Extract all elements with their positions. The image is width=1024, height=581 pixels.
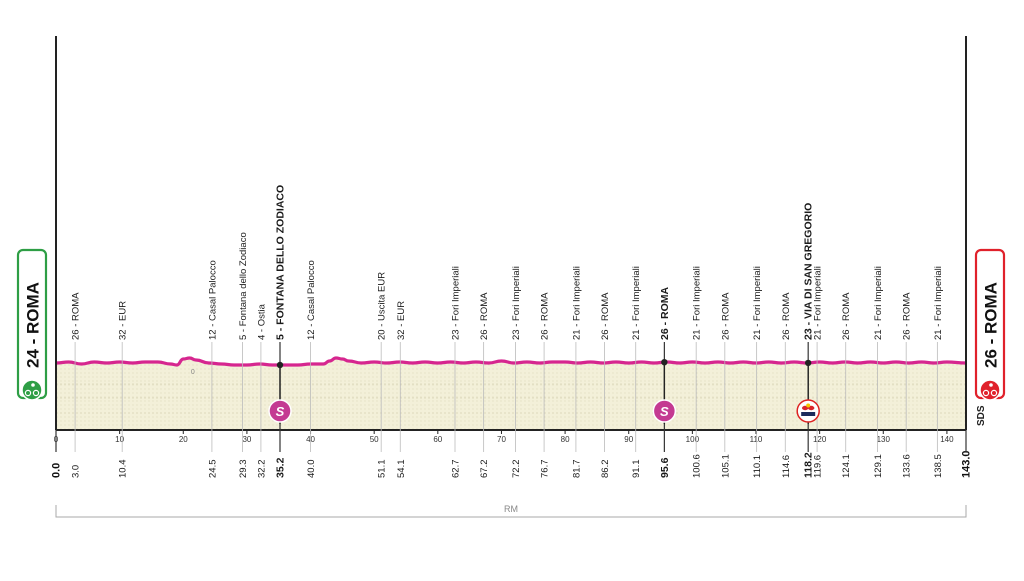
finish-km-label: 143.0 <box>961 450 973 478</box>
waypoint-label: 26 - ROMA <box>479 292 490 340</box>
x-tick-label: 20 <box>179 435 188 444</box>
waypoint-km-label: 10.4 <box>118 460 129 479</box>
waypoint-km-label: 81.7 <box>571 460 582 479</box>
x-tick-label: 100 <box>686 435 700 444</box>
waypoint-label: 26 - ROMA <box>71 292 82 340</box>
waypoint-km-label: 91.1 <box>631 460 642 479</box>
waypoint-km-label: 129.1 <box>873 454 884 478</box>
start-icon-wheel <box>32 389 40 397</box>
sprint-icon-letter: S <box>660 404 669 419</box>
x-tick-label: 120 <box>813 435 827 444</box>
marker-dot <box>661 359 668 366</box>
side-text: SDS <box>976 405 987 426</box>
start-icon <box>21 379 43 401</box>
waypoint-label: 12 - Casal Palocco <box>306 260 317 340</box>
waypoint-label: 21 - Fori Imperiali <box>873 266 884 340</box>
x-tick-label: 80 <box>561 435 570 444</box>
profile-line <box>55 356 967 367</box>
finish-icon <box>979 379 1001 401</box>
waypoint-km-label: 32.2 <box>256 460 267 479</box>
waypoint-km-label: 133.6 <box>902 454 913 478</box>
waypoint-label: 26 - ROMA <box>841 292 852 340</box>
x-tick-label: 30 <box>242 435 251 444</box>
waypoint-label: 5 - FONTANA DELLO ZODIACO <box>275 185 287 340</box>
waypoint-km-label: 76.7 <box>540 460 551 479</box>
x-tick-label: 70 <box>497 435 506 444</box>
sprint-icon <box>268 399 292 423</box>
waypoint-km-label: 124.1 <box>841 454 852 478</box>
waypoint-km-label: 110.1 <box>752 455 763 478</box>
finish-icon-wheel <box>982 389 990 397</box>
waypoint-km-label: 51.1 <box>377 460 388 479</box>
waypoint-km-label: 35.2 <box>275 457 287 478</box>
waypoint-km-label: 29.3 <box>238 460 249 479</box>
x-tick-label: 90 <box>624 435 633 444</box>
waypoint-label: 26 - ROMA <box>720 292 731 340</box>
waypoint-km-label: 105.1 <box>720 454 731 478</box>
waypoint-km-label: 95.6 <box>659 457 671 478</box>
start-icon-rider <box>31 383 35 387</box>
waypoint-km-label: 114.6 <box>781 455 792 478</box>
x-tick-label: 130 <box>877 435 891 444</box>
circuit-label: RM <box>504 504 518 514</box>
waypoint-label: 26 - ROMA <box>781 292 792 340</box>
sprint-icon <box>652 399 677 423</box>
waypoint-km-label: 118.2 <box>803 452 815 478</box>
finish-icon-rider <box>989 383 993 387</box>
x-tick-label: 60 <box>433 435 442 444</box>
x-tick-label: 50 <box>370 435 379 444</box>
waypoint-label: 23 - VIA DI SAN GREGORIO <box>803 203 815 340</box>
waypoint-label: 26 - ROMA <box>902 292 913 340</box>
waypoint-label: 26 - ROMA <box>600 292 611 340</box>
waypoint-label: 21 - Fori Imperiali <box>692 266 703 340</box>
finish-icon-wheel <box>990 389 998 397</box>
waypoint-label: 32 - EUR <box>396 301 407 340</box>
waypoint-label: 23 - Fori Imperiali <box>451 266 462 340</box>
waypoint-label: 21 - Fori Imperiali <box>752 266 763 340</box>
waypoint-km-label: 86.2 <box>600 460 611 479</box>
waypoint-km-label: 3.0 <box>71 465 82 478</box>
waypoint-label: 21 - Fori Imperiali <box>933 266 944 340</box>
start-km-label: 0.0 <box>51 463 63 478</box>
waypoint-label: 5 - Fontana dello Zodiaco <box>238 232 249 340</box>
finish-label: 26 - ROMA <box>982 282 1001 368</box>
start-label: 24 - ROMA <box>24 282 43 368</box>
waypoint-km-label: 138.5 <box>933 454 944 478</box>
sprint-icon-letter: S <box>276 404 285 419</box>
waypoint-km-label: 100.6 <box>692 454 703 478</box>
marker-dot <box>276 361 284 369</box>
waypoint-km-label: 67.2 <box>479 460 490 479</box>
waypoint-label: 12 - Casal Palocco <box>207 260 218 340</box>
waypoint-label: 21 - Fori Imperiali <box>571 266 582 340</box>
waypoint-label: 23 - Fori Imperiali <box>511 266 522 340</box>
bonus-icon <box>796 399 820 423</box>
x-tick-label: 140 <box>940 435 954 444</box>
bonus-icon-sun <box>806 403 811 408</box>
waypoint-label: 26 - ROMA <box>540 292 551 340</box>
waypoint-label: 21 - Fori Imperiali <box>813 266 824 340</box>
waypoint-label: 32 - EUR <box>118 301 129 340</box>
waypoint-label: 20 - Uscita EUR <box>377 272 388 340</box>
start-icon-wheel <box>24 389 32 397</box>
waypoint-km-label: 72.2 <box>511 460 522 479</box>
waypoint-km-label: 119.6 <box>813 455 824 478</box>
waypoint-label: 26 - ROMA <box>659 286 671 340</box>
waypoint-km-label: 54.1 <box>396 460 407 479</box>
waypoint-km-label: 62.7 <box>451 460 462 479</box>
waypoint-label: 21 - Fori Imperiali <box>631 266 642 340</box>
profile-value-label: 0 <box>191 369 195 376</box>
x-tick-label: 10 <box>115 435 124 444</box>
waypoint-km-label: 40.0 <box>306 460 317 479</box>
marker-dot <box>804 359 812 367</box>
bonus-icon-band <box>801 412 816 416</box>
waypoint-km-label: 24.5 <box>207 460 218 479</box>
waypoint-label: 4 - Ostia <box>256 303 267 340</box>
circuit-bracket <box>55 505 967 518</box>
